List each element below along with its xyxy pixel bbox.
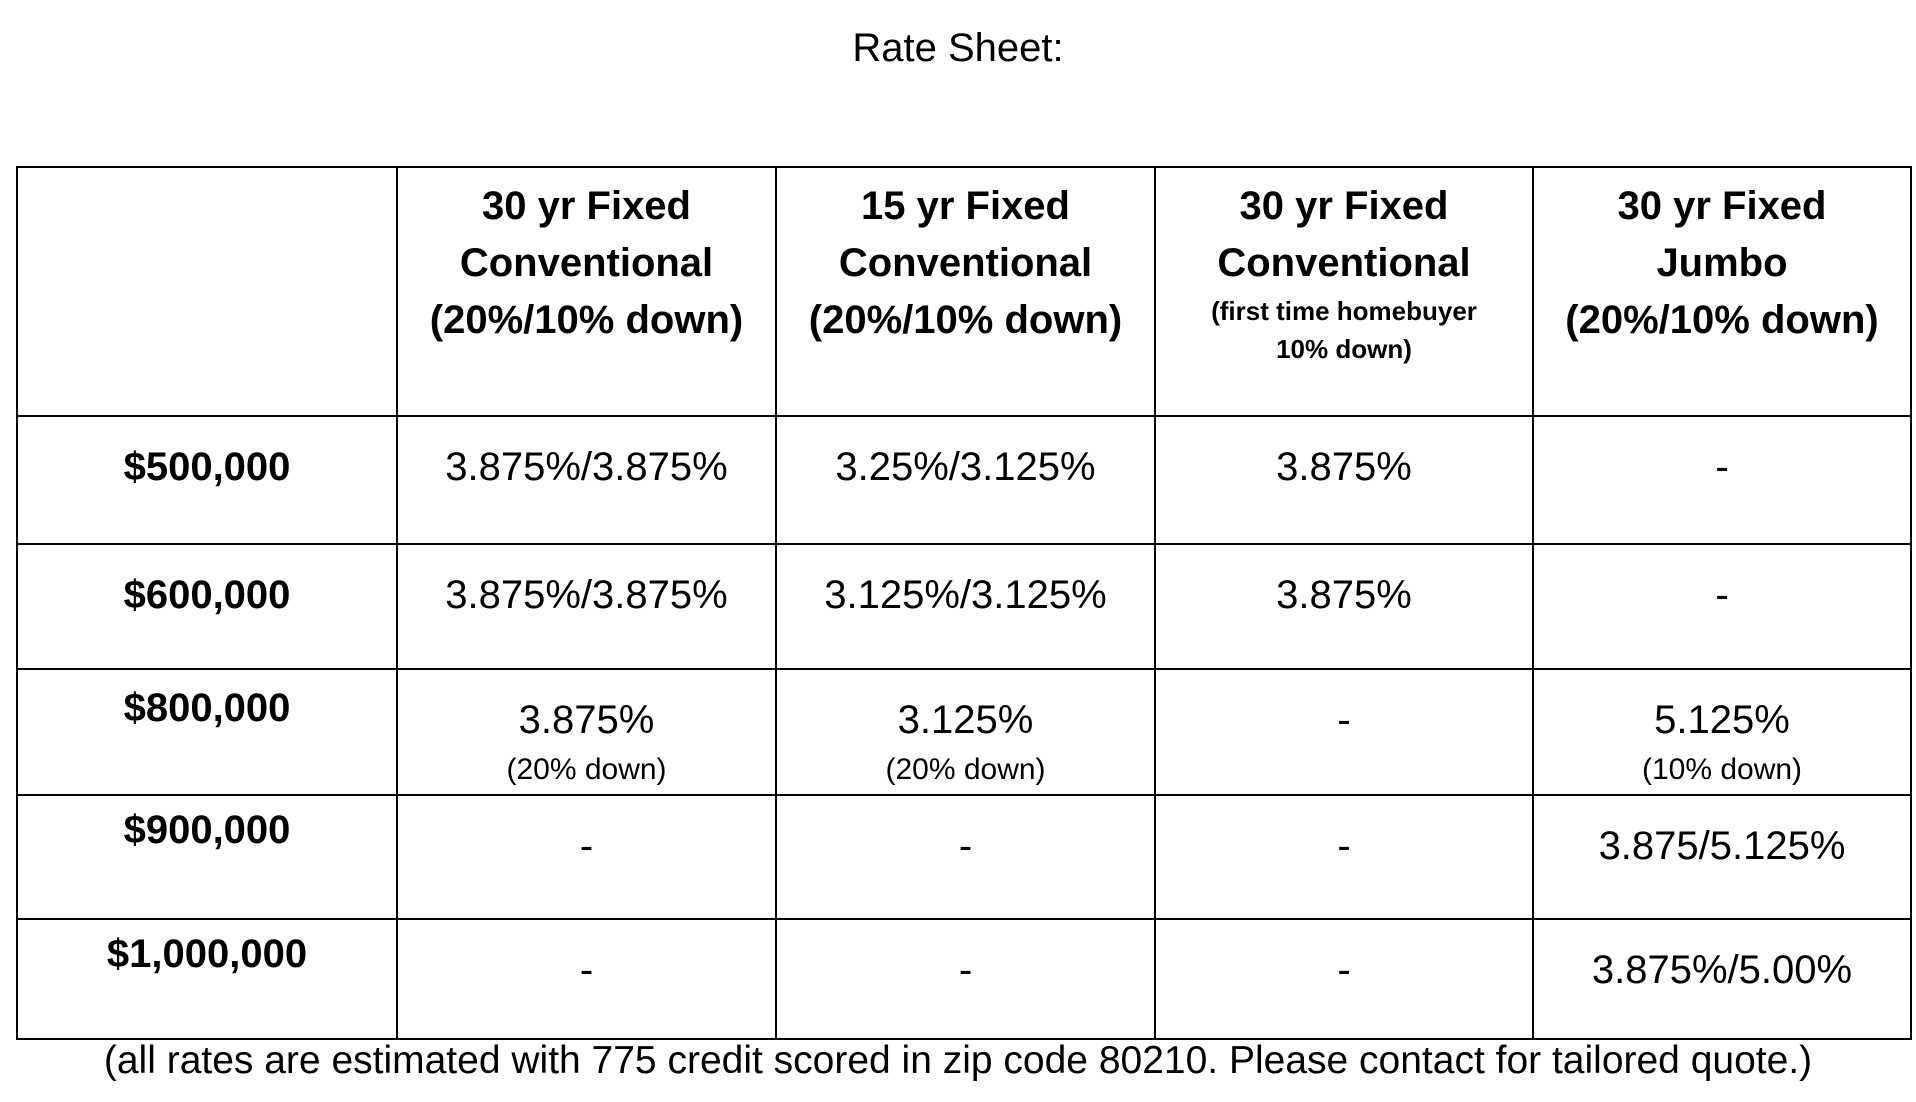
header-line: 15 yr Fixed	[860, 184, 1070, 228]
rate-cell: 3.875/5.125%	[1532, 794, 1912, 920]
rate-note: (20% down)	[506, 753, 667, 786]
loan-amount-label: $1,000,000	[16, 918, 398, 1040]
rate-value: 3.125%/3.125%	[824, 573, 1107, 617]
rate-value: -	[1715, 445, 1729, 489]
table-row: $500,000 3.875%/3.875% 3.25%/3.125% 3.87…	[16, 415, 1912, 545]
rate-value: -	[958, 948, 973, 992]
header-line: (20%/10% down)	[429, 298, 744, 342]
rate-cell: -	[1532, 415, 1912, 545]
loan-amount-label: $900,000	[16, 794, 398, 920]
page-title: Rate Sheet:	[852, 26, 1064, 70]
header-note: (first time homebuyer	[1211, 296, 1477, 326]
rate-note: (10% down)	[1641, 753, 1803, 786]
rate-value: 3.25%/3.125%	[835, 445, 1096, 489]
table-row: $900,000 - - - 3.875/5.125%	[16, 794, 1912, 920]
rate-value: 5.125%	[1654, 698, 1790, 742]
header-note: 10% down)	[1276, 334, 1412, 364]
header-line: 30 yr Fixed	[1617, 184, 1827, 228]
rate-cell: -	[396, 794, 777, 920]
rate-cell: 5.125% (10% down)	[1532, 668, 1912, 796]
header-30yr-jumbo: 30 yr Fixed Jumbo (20%/10% down)	[1532, 166, 1912, 417]
header-line: Conventional	[838, 241, 1093, 285]
loan-amount-label: $600,000	[16, 543, 398, 670]
rate-value: 3.875%	[1276, 573, 1412, 617]
rate-value: -	[579, 824, 594, 868]
table-row: $1,000,000 - - - 3.875%/5.00%	[16, 918, 1912, 1040]
rate-cell: 3.25%/3.125%	[775, 415, 1156, 545]
rate-cell: -	[1154, 668, 1534, 796]
rate-value: 3.875%/3.875%	[445, 573, 728, 617]
rate-value: 3.875%	[518, 698, 655, 742]
loan-amount-label: $500,000	[16, 415, 398, 545]
rate-cell: -	[1154, 918, 1534, 1040]
footnote: (all rates are estimated with 775 credit…	[103, 1039, 1813, 1082]
table-row: $800,000 3.875% (20% down) 3.125% (20% d…	[16, 668, 1912, 796]
rate-value: -	[1337, 948, 1351, 992]
header-line: Conventional	[1217, 241, 1471, 285]
rate-cell: -	[1532, 543, 1912, 670]
rate-value: 3.875%/5.00%	[1591, 948, 1853, 992]
loan-amount-label: $800,000	[16, 668, 398, 796]
header-line: Jumbo	[1656, 241, 1788, 285]
rate-value: 3.875%	[1276, 445, 1412, 489]
rate-cell: -	[775, 794, 1156, 920]
rate-cell: -	[396, 918, 777, 1040]
rate-cell: -	[1154, 794, 1534, 920]
header-15yr-conventional: 15 yr Fixed Conventional (20%/10% down)	[775, 166, 1156, 417]
rate-value: 3.875%/3.875%	[445, 445, 728, 489]
header-line: Conventional	[459, 241, 714, 285]
rate-note: (20% down)	[885, 753, 1046, 786]
rate-value: -	[1715, 573, 1729, 617]
header-30yr-conventional: 30 yr Fixed Conventional (20%/10% down)	[396, 166, 777, 417]
rate-value: -	[958, 824, 973, 868]
rate-cell: 3.875%	[1154, 415, 1534, 545]
rate-cell: 3.125% (20% down)	[775, 668, 1156, 796]
table-row: $600,000 3.875%/3.875% 3.125%/3.125% 3.8…	[16, 543, 1912, 670]
rate-value: -	[1337, 824, 1351, 868]
rate-cell: 3.875%/3.875%	[396, 415, 777, 545]
header-line: 30 yr Fixed	[1239, 184, 1449, 228]
rate-cell: 3.875%/5.00%	[1532, 918, 1912, 1040]
rate-cell: 3.875%	[1154, 543, 1534, 670]
header-30yr-first-time-homebuyer: 30 yr Fixed Conventional (first time hom…	[1154, 166, 1534, 417]
rate-cell: 3.875%/3.875%	[396, 543, 777, 670]
header-line: 30 yr Fixed	[481, 184, 691, 228]
rate-cell: -	[775, 918, 1156, 1040]
header-cell-empty	[16, 166, 398, 417]
header-row: 30 yr Fixed Conventional (20%/10% down) …	[16, 166, 1912, 417]
rate-cell: 3.875% (20% down)	[396, 668, 777, 796]
rate-value: -	[579, 948, 594, 992]
rate-value: 3.125%	[897, 698, 1034, 742]
header-line: (20%/10% down)	[808, 298, 1123, 342]
rate-table: 30 yr Fixed Conventional (20%/10% down) …	[16, 166, 1912, 1040]
rate-value: 3.875/5.125%	[1598, 824, 1846, 868]
rate-cell: 3.125%/3.125%	[775, 543, 1156, 670]
rate-value: -	[1337, 698, 1351, 742]
header-line: (20%/10% down)	[1565, 298, 1879, 342]
